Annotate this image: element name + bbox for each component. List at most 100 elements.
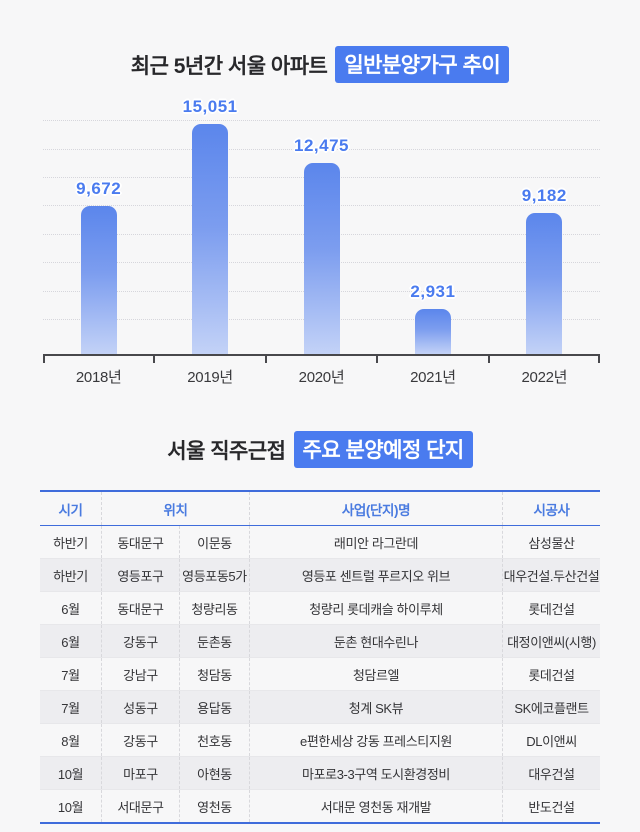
gridline [43, 149, 600, 150]
bar-group-2022년: 9,182 [489, 186, 600, 354]
table-cell: 롯데건설 [528, 667, 575, 683]
table-cell: 영천동 [180, 790, 250, 822]
table-cell: 래미안 라그란데 [250, 526, 503, 558]
bar [303, 163, 340, 354]
table-cell: 대우건설.두산건설 [503, 568, 600, 584]
table-title-highlight: 주요 분양예정 단지 [293, 431, 473, 468]
table-cell: 동대문구 [102, 526, 180, 558]
table-cell: 둔촌 현대수린나 [250, 625, 503, 657]
bar-value-label: 15,051 [182, 97, 238, 116]
bar-value-label: 2,931 [410, 282, 456, 301]
table-cell: 하반기 [40, 559, 102, 591]
table-cell: 이문동 [180, 526, 250, 558]
table-row: 10월 마포구 아현동 마포로3-3구역 도시환경정비 대우건설 [40, 756, 600, 789]
table-cell: 10월 [40, 790, 102, 822]
table-header-row: 시기 위치 사업(단지)명 시공사 [40, 492, 600, 526]
table-cell: 대우건설 [528, 766, 575, 782]
table-cell: 용답동 [180, 691, 250, 723]
table-cell: 6월 [40, 625, 102, 657]
bar-group-2021년: 2,931 [377, 282, 488, 354]
table-row: 하반기 영등포구 영등포동5가 영등포 센트럴 푸르지오 위브 대우건설.두산건설 [40, 558, 600, 591]
table-cell: 7월 [40, 691, 102, 723]
axis-tick [487, 356, 490, 363]
bar-value-label: 12,475 [294, 136, 350, 155]
table-cell: 청담르엘 [250, 658, 503, 690]
axis-tick [43, 356, 45, 363]
axis-tick [376, 356, 379, 363]
bar [414, 309, 451, 354]
table-cell: e편한세상 강동 프레스티지원 [250, 724, 503, 756]
bar-value-label: 9,672 [76, 179, 122, 198]
bar-value-label: 9,182 [521, 186, 567, 205]
chart-title: 최근 5년간 서울 아파트 일반분양가구 추이 [0, 0, 640, 83]
table-row: 10월 서대문구 영천동 서대문 영천동 재개발 반도건설 [40, 789, 600, 822]
table-cell: 롯데건설 [528, 601, 575, 617]
table-cell: 하반기 [40, 526, 102, 558]
chart-bars: 9,672 15,051 12,475 2,931 9,182 [43, 97, 600, 354]
table-cell: 반도건설 [528, 799, 575, 815]
column-header: 사업(단지)명 [250, 492, 503, 525]
table-cell: 청담동 [180, 658, 250, 690]
table-cell: 아현동 [180, 757, 250, 789]
bar-group-2018년: 9,672 [43, 179, 154, 354]
bar [80, 206, 117, 354]
bar [526, 213, 563, 354]
table-row: 6월 동대문구 청량리동 청량리 롯데캐슬 하이루체 롯데건설 [40, 591, 600, 624]
table-cell: 강동구 [102, 724, 180, 756]
table-cell: 마포구 [102, 757, 180, 789]
table-row: 6월 강동구 둔촌동 둔촌 현대수린나 대정이앤씨(시행) [40, 624, 600, 657]
x-axis-label: 2019년 [187, 369, 233, 386]
table-cell: 영등포 센트럴 푸르지오 위브 [250, 559, 503, 591]
bar-group-2019년: 15,051 [154, 97, 265, 354]
table-row: 하반기 동대문구 이문동 래미안 라그란데 삼성물산 [40, 526, 600, 558]
table-cell: 성동구 [102, 691, 180, 723]
axis-tick [598, 356, 600, 363]
table-row: 7월 성동구 용답동 청계 SK뷰 SK에코플랜트 [40, 690, 600, 723]
table-cell: 서대문구 [102, 790, 180, 822]
gridline [43, 120, 600, 121]
table-cell: 서대문 영천동 재개발 [250, 790, 503, 822]
table-cell: 둔촌동 [180, 625, 250, 657]
table-cell: 강남구 [102, 658, 180, 690]
chart-title-text: 최근 5년간 서울 아파트 [130, 54, 328, 78]
table-cell: 동대문구 [102, 592, 180, 624]
table-cell: 8월 [40, 724, 102, 756]
column-header: 위치 [102, 492, 250, 525]
column-header: 시공사 [533, 502, 570, 518]
x-axis-label: 2018년 [75, 369, 122, 386]
table-cell: 삼성물산 [528, 535, 575, 551]
chart-title-highlight: 일반분양가구 추이 [335, 46, 510, 83]
table-cell: 마포로3-3구역 도시환경정비 [250, 757, 503, 789]
table-cell: 청량리동 [180, 592, 250, 624]
table-cell: 10월 [40, 757, 102, 789]
table-cell: SK에코플랜트 [514, 700, 589, 716]
axis-tick [153, 356, 156, 363]
table-row: 8월 강동구 천호동 e편한세상 강동 프레스티지원 DL이앤씨 [40, 723, 600, 756]
table-cell: 6월 [40, 592, 102, 624]
table-cell: 청계 SK뷰 [250, 691, 503, 723]
table-cell: 영등포구 [102, 559, 180, 591]
x-axis-label: 2020년 [298, 369, 345, 386]
bar-group-2020년: 12,475 [266, 136, 377, 354]
table-cell: 대정이앤씨(시행) [507, 634, 596, 650]
table-cell: 강동구 [102, 625, 180, 657]
table-header: 시기 위치 사업(단지)명 시공사 [40, 492, 600, 526]
column-header: 시기 [40, 492, 102, 525]
table-title: 서울 직주근접 주요 분양예정 단지 [0, 431, 640, 468]
x-axis-label: 2022년 [521, 369, 568, 386]
schedule-table: 시기 위치 사업(단지)명 시공사 하반기 동대문구 이문동 래미안 라그란데 삼성물산 하반기… [40, 490, 600, 824]
table-row: 7월 강남구 청담동 청담르엘 롯데건설 [40, 657, 600, 690]
x-axis-label: 2021년 [410, 369, 456, 386]
bar [192, 124, 229, 354]
axis-tick [264, 356, 267, 363]
bar-chart: 9,672 15,051 12,475 2,931 9,182 [43, 97, 600, 363]
table-cell: 7월 [40, 658, 102, 690]
table-cell: 청량리 롯데캐슬 하이루체 [250, 592, 503, 624]
table-cell: 천호동 [180, 724, 250, 756]
table-body: 하반기 동대문구 이문동 래미안 라그란데 삼성물산 하반기 영등포구 영등포동5가 영등포 센… [40, 526, 600, 822]
table-cell: DL이앤씨 [526, 733, 577, 749]
table-title-text: 서울 직주근접 [167, 439, 286, 463]
chart-x-axis-labels: 2018년 2019년 2020년 2021년 2022년 [43, 366, 600, 387]
table-cell: 영등포동5가 [180, 559, 250, 591]
